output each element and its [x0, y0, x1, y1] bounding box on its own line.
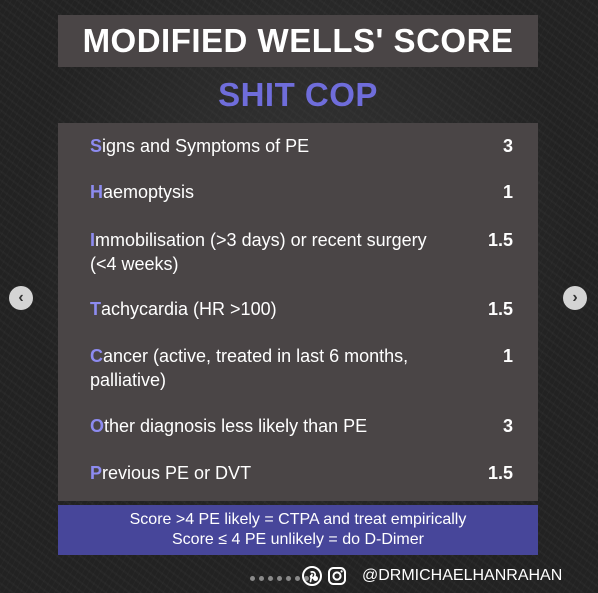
criteria-label: aemoptysis [103, 182, 195, 202]
carousel-dot[interactable] [295, 576, 300, 581]
chevron-left-icon: ‹ [18, 289, 24, 306]
criteria-text: Immobilisation (>3 days) or recent surge… [90, 228, 455, 276]
criteria-label: achycardia (HR >100) [101, 299, 277, 319]
criteria-score: 1.5 [487, 299, 513, 319]
criteria-score: 1.5 [487, 230, 513, 250]
criteria-text: Haemoptysis [90, 180, 455, 204]
criteria-text: Previous PE or DVT [90, 461, 455, 485]
interpretation-footer: Score >4 PE likely = CTPA and treat empi… [58, 505, 538, 555]
criteria-label: ther diagnosis less likely than PE [104, 416, 368, 436]
criteria-letter: S [90, 136, 103, 156]
criteria-letter: P [90, 463, 103, 483]
criteria-label: revious PE or DVT [102, 463, 252, 483]
page-title: MODIFIED WELLS' SCORE [82, 22, 514, 59]
carousel-dot[interactable] [304, 576, 309, 581]
criteria-label: igns and Symptoms of PE [102, 136, 310, 156]
criteria-row: Haemoptysis 1 [90, 180, 520, 204]
criteria-row: Other diagnosis less likely than PE 3 [90, 414, 520, 438]
pinterest-icon[interactable] [302, 566, 322, 586]
criteria-letter: H [90, 182, 103, 202]
title-banner: MODIFIED WELLS' SCORE [58, 15, 538, 67]
carousel-dot[interactable] [277, 576, 282, 581]
criteria-row: Immobilisation (>3 days) or recent surge… [90, 228, 520, 276]
social-icons [302, 566, 347, 586]
criteria-score: 1 [502, 346, 513, 366]
chevron-right-icon: › [572, 289, 578, 306]
carousel-dot[interactable] [286, 576, 291, 581]
criteria-score: 3 [502, 416, 513, 436]
criteria-score: 1.5 [487, 463, 513, 483]
carousel-dot[interactable] [250, 576, 255, 581]
carousel-dots [250, 576, 318, 581]
carousel-dot[interactable] [268, 576, 273, 581]
criteria-row: Tachycardia (HR >100) 1.5 [90, 297, 520, 321]
carousel-dot[interactable] [313, 576, 318, 581]
carousel-dot[interactable] [259, 576, 264, 581]
author-handle[interactable]: @DRMICHAELHANRAHAN [362, 567, 563, 584]
criteria-label: mmobilisation (>3 days) or recent surger… [90, 230, 427, 274]
criteria-letter: O [90, 416, 105, 436]
carousel-prev-button[interactable]: ‹ [9, 286, 33, 310]
criteria-letter: I [90, 230, 96, 250]
criteria-letter: C [90, 346, 103, 366]
criteria-row: Signs and Symptoms of PE 3 [90, 134, 520, 158]
footer-line-unlikely: Score ≤ 4 PE unlikely = do D-Dimer [172, 531, 424, 548]
criteria-label: ancer (active, treated in last 6 months,… [90, 346, 409, 390]
criteria-row: Cancer (active, treated in last 6 months… [90, 344, 520, 392]
mnemonic-subtitle: SHIT COP [218, 76, 378, 113]
criteria-score: 3 [502, 136, 513, 156]
footer-line-likely: Score >4 PE likely = CTPA and treat empi… [129, 511, 467, 528]
criteria-row: Previous PE or DVT 1.5 [90, 461, 520, 485]
criteria-score: 1 [502, 182, 513, 202]
criteria-text: Other diagnosis less likely than PE [90, 414, 455, 438]
criteria-text: Tachycardia (HR >100) [90, 297, 455, 321]
instagram-icon[interactable] [327, 566, 347, 586]
criteria-text: Signs and Symptoms of PE [90, 134, 455, 158]
criteria-text: Cancer (active, treated in last 6 months… [90, 344, 455, 392]
carousel-next-button[interactable]: › [563, 286, 587, 310]
criteria-letter: T [90, 299, 101, 319]
criteria-panel: Signs and Symptoms of PE 3 Haemoptysis 1… [58, 123, 538, 501]
